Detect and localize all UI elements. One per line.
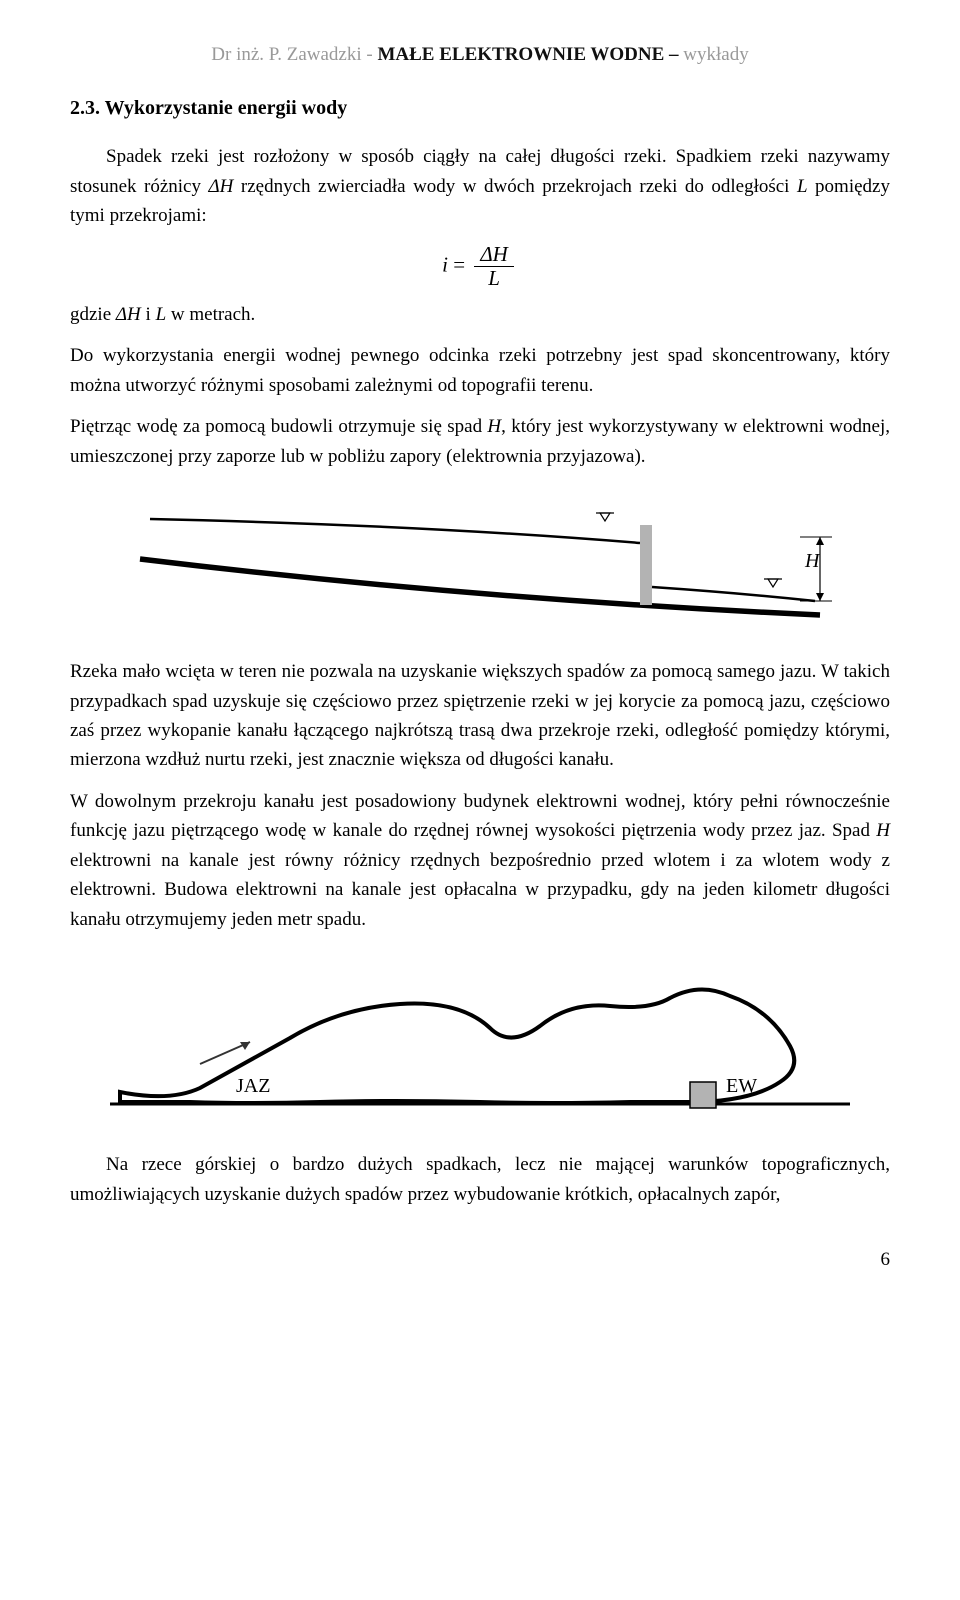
fraction: ΔH L	[474, 243, 514, 290]
paragraph-3: Do wykorzystania energii wodnej pewnego …	[70, 341, 890, 400]
header-title: MAŁE ELEKTROWNIE WODNE –	[377, 44, 683, 65]
section-heading: Wykorzystanie energii wody	[105, 97, 348, 119]
label-jaz: JAZ	[236, 1075, 270, 1097]
header: Dr inż. P. Zawadzki - MAŁE ELEKTROWNIE W…	[70, 40, 890, 69]
section-title: 2.3. Wykorzystanie energii wody	[70, 93, 890, 124]
section-number: 2.3.	[70, 97, 100, 119]
paragraph-2: gdzie ΔH i L w metrach.	[70, 300, 890, 329]
label-ew: EW	[726, 1075, 757, 1097]
header-author: Dr inż. P. Zawadzki -	[211, 44, 377, 65]
paragraph-1: Spadek rzeki jest rozłożony w sposób cią…	[70, 142, 890, 230]
paragraph-6: W dowolnym przekroju kanału jest posadow…	[70, 787, 890, 934]
label-H: H	[804, 550, 821, 572]
paragraph-5: Rzeka mało wcięta w teren nie pozwala na…	[70, 657, 890, 775]
dam-cross-section-diagram: H	[120, 489, 840, 639]
page-number: 6	[70, 1245, 890, 1274]
paragraph-4: Piętrząc wodę za pomocą budowli otrzymuj…	[70, 412, 890, 471]
river-plan-diagram: JAZ EW	[90, 952, 870, 1132]
paragraph-7: Na rzece górskiej o bardzo dużych spadka…	[70, 1150, 890, 1209]
header-suffix: wykłady	[683, 44, 748, 65]
formula-slope: i = ΔH L	[70, 243, 890, 290]
